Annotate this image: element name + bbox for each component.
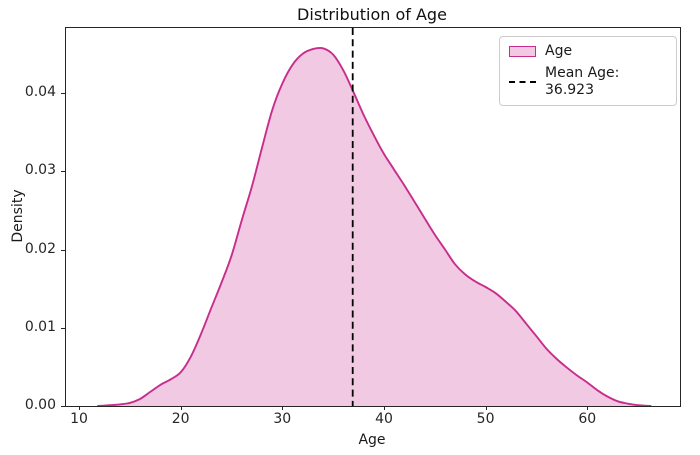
x-axis-label: Age (358, 432, 386, 448)
plot-area: 10 20 30 40 50 60 0.00 0.01 0.02 0.03 0.04 Age Me… (25, 27, 681, 427)
x-tick-label: 60 (578, 411, 597, 427)
legend: Age Mean Age: 36.923 (499, 36, 677, 106)
y-tick-label: 0.02 (24, 240, 56, 257)
x-tick-label: 40 (375, 411, 393, 427)
y-tick-label: 0.04 (24, 84, 56, 100)
x-tick-label: 50 (476, 411, 495, 427)
y-tick-mark (60, 406, 65, 408)
y-tick-mark (60, 249, 65, 251)
x-tick-label: 10 (70, 411, 88, 427)
kde-svg (97, 28, 652, 406)
legend-item-mean: Mean Age: 36.923 (509, 65, 667, 99)
x-tick-mark (282, 406, 284, 410)
x-tick-mark (485, 406, 487, 410)
x-tick-label: 20 (171, 411, 190, 427)
x-tick-mark (587, 406, 589, 410)
x-tick-mark (79, 406, 81, 410)
x-tick-mark (384, 406, 386, 410)
kde-area (97, 47, 652, 406)
chart-title: Distribution of Age (297, 5, 447, 24)
legend-item-age: Age (509, 43, 667, 60)
x-tick-label: 30 (273, 411, 292, 427)
y-tick-label: 0.03 (24, 162, 56, 179)
y-tick-label: 0.01 (24, 318, 56, 335)
y-tick-mark (60, 93, 65, 95)
y-tick-mark (60, 171, 65, 173)
legend-dashed-line-icon (509, 81, 536, 83)
kde-line (97, 46, 652, 406)
legend-label-mean: Mean Age: 36.923 (545, 65, 620, 98)
y-tick-mark (60, 327, 65, 329)
y-tick-label: 0.00 (24, 397, 56, 413)
legend-label-age: Age (545, 43, 573, 59)
x-tick-mark (180, 406, 182, 410)
legend-patch-icon (509, 46, 536, 57)
